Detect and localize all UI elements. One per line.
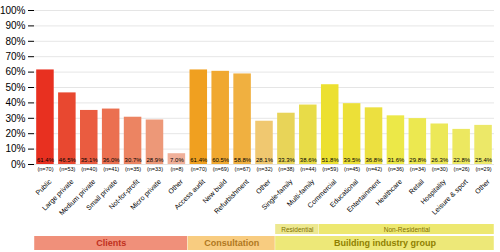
svg-text:Refurbishment: Refurbishment xyxy=(213,178,250,215)
svg-text:Other: Other xyxy=(473,177,491,195)
svg-text:Large private: Large private xyxy=(40,177,75,212)
svg-text:61.4%: 61.4% xyxy=(190,157,208,163)
svg-text:26.3%: 26.3% xyxy=(431,157,449,163)
svg-text:31.6%: 31.6% xyxy=(387,157,405,163)
svg-text:(n=30)30: (n=30)30 xyxy=(432,166,448,172)
svg-text:Other: Other xyxy=(167,177,185,195)
svg-text:0%: 0% xyxy=(11,159,26,170)
svg-text:Small private: Small private xyxy=(84,177,119,212)
svg-text:Multi-family: Multi-family xyxy=(285,177,316,208)
svg-text:Building industry group: Building industry group xyxy=(334,238,436,248)
svg-text:Micro private: Micro private xyxy=(129,178,163,212)
svg-text:(n=35)35: (n=35)35 xyxy=(125,166,141,172)
svg-text:(n=53)53: (n=53)53 xyxy=(59,166,75,172)
svg-text:29.8%: 29.8% xyxy=(409,157,427,163)
svg-text:(n=38)38: (n=38)38 xyxy=(278,166,294,172)
svg-text:(n=32)32: (n=32)32 xyxy=(256,166,272,172)
svg-text:61.4%: 61.4% xyxy=(37,157,55,163)
svg-text:22.8%: 22.8% xyxy=(453,157,471,163)
svg-text:(n=8)8: (n=8)8 xyxy=(170,166,183,172)
svg-text:58.8%: 58.8% xyxy=(234,157,252,163)
svg-text:20%: 20% xyxy=(5,128,25,139)
svg-text:(n=41)41: (n=41)41 xyxy=(103,166,119,172)
svg-text:(n=70)70: (n=70)70 xyxy=(191,166,207,172)
svg-text:39.5%: 39.5% xyxy=(344,157,362,163)
svg-text:25.4%: 25.4% xyxy=(475,157,493,163)
svg-text:(n=40)40: (n=40)40 xyxy=(81,166,97,172)
svg-text:60%: 60% xyxy=(5,66,25,77)
svg-text:Public: Public xyxy=(34,177,53,196)
svg-text:30%: 30% xyxy=(5,113,25,124)
svg-text:(n=45)45: (n=45)45 xyxy=(344,166,360,172)
svg-text:36.0%: 36.0% xyxy=(103,157,121,163)
svg-text:Other: Other xyxy=(254,177,272,195)
svg-text:28.9%: 28.9% xyxy=(146,157,164,163)
svg-text:Consultation: Consultation xyxy=(204,238,259,248)
svg-text:Retail: Retail xyxy=(407,177,425,195)
svg-text:(n=67)67: (n=67)67 xyxy=(235,166,251,172)
svg-text:30.7%: 30.7% xyxy=(125,157,143,163)
svg-text:33.3%: 33.3% xyxy=(278,157,296,163)
svg-text:Hospitality: Hospitality xyxy=(419,177,447,206)
svg-text:(n=69)69: (n=69)69 xyxy=(213,166,229,172)
svg-text:35.1%: 35.1% xyxy=(81,157,99,163)
svg-text:(n=70)70: (n=70)70 xyxy=(37,166,53,172)
svg-text:Residential: Residential xyxy=(281,226,314,233)
svg-text:Entertainment: Entertainment xyxy=(345,178,381,214)
svg-text:7.0%: 7.0% xyxy=(170,157,184,163)
svg-text:(n=36)36: (n=36)36 xyxy=(388,166,404,172)
svg-text:Clients: Clients xyxy=(96,238,126,248)
svg-text:New build: New build xyxy=(201,177,228,205)
svg-text:(n=42)42: (n=42)42 xyxy=(366,166,382,172)
svg-text:Not-for-profit: Not-for-profit xyxy=(107,177,141,211)
svg-text:60.5%: 60.5% xyxy=(212,157,230,163)
svg-text:46.5%: 46.5% xyxy=(59,157,77,163)
svg-text:Access audit: Access audit xyxy=(173,178,206,211)
svg-text:(n=29)29: (n=29)29 xyxy=(476,166,492,172)
svg-text:Non-Residential: Non-Residential xyxy=(384,226,431,233)
svg-text:(n=33)33: (n=33)33 xyxy=(147,166,163,172)
svg-text:100%: 100% xyxy=(0,5,26,16)
svg-text:(n=26)26: (n=26)26 xyxy=(454,166,470,172)
svg-text:(n=59)59: (n=59)59 xyxy=(322,166,338,172)
svg-text:(n=44)44: (n=44)44 xyxy=(300,166,316,172)
svg-text:10%: 10% xyxy=(5,143,25,154)
svg-text:70%: 70% xyxy=(5,51,25,62)
svg-text:Leisure & sport: Leisure & sport xyxy=(431,178,470,217)
svg-text:28.1%: 28.1% xyxy=(256,157,274,163)
svg-text:Educational: Educational xyxy=(328,177,360,209)
svg-text:40%: 40% xyxy=(5,97,25,108)
svg-text:38.6%: 38.6% xyxy=(300,157,318,163)
svg-text:Healthcare: Healthcare xyxy=(374,178,403,207)
svg-text:(n=34)34: (n=34)34 xyxy=(410,166,426,172)
svg-text:50%: 50% xyxy=(5,82,25,93)
svg-text:90%: 90% xyxy=(5,20,25,31)
svg-text:Single-family: Single-family xyxy=(260,177,294,212)
svg-text:51.8%: 51.8% xyxy=(322,157,340,163)
svg-text:80%: 80% xyxy=(5,36,25,47)
svg-text:36.8%: 36.8% xyxy=(366,157,384,163)
svg-text:Commercial: Commercial xyxy=(306,177,338,210)
svg-text:Medium private: Medium private xyxy=(58,178,98,218)
